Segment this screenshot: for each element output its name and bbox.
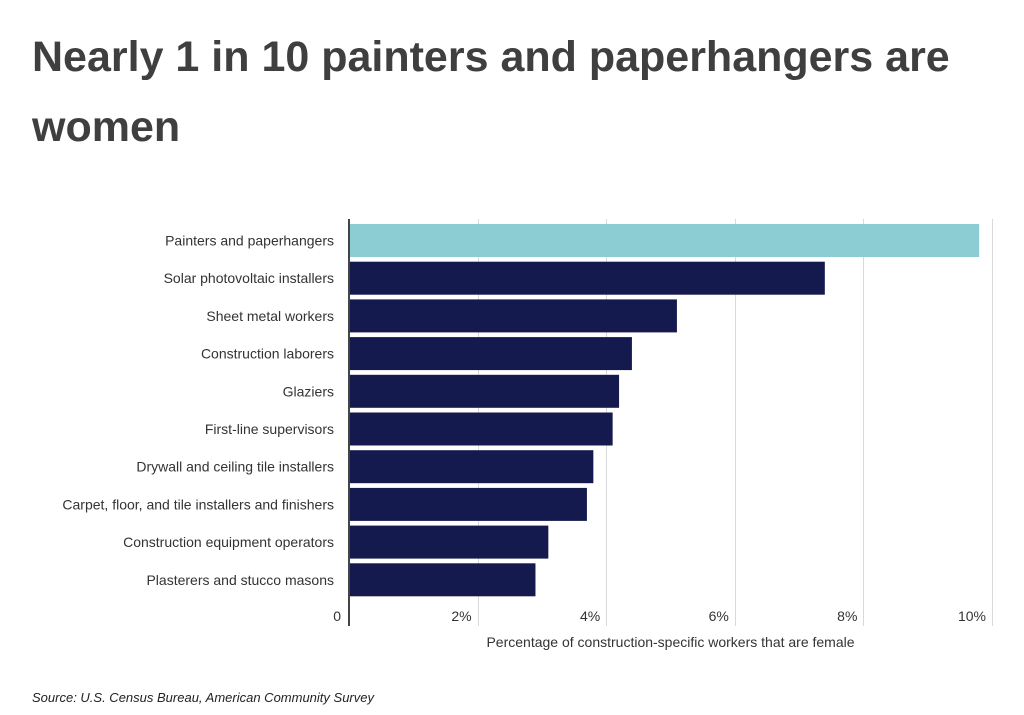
- category-label: Carpet, floor, and tile installers and f…: [62, 496, 334, 512]
- category-label: Construction laborers: [201, 346, 334, 362]
- bar: [350, 412, 613, 446]
- source-note: Source: U.S. Census Bureau, American Com…: [32, 690, 374, 705]
- x-tick-label: 0: [333, 608, 341, 624]
- bar: [350, 563, 536, 597]
- category-label: Solar photovoltaic installers: [164, 270, 334, 286]
- x-tick-label: 2%: [451, 608, 471, 624]
- bar: [350, 525, 549, 559]
- bar: [350, 299, 677, 333]
- category-label: Drywall and ceiling tile installers: [136, 459, 334, 475]
- x-tick-label: 10%: [958, 608, 986, 624]
- bar: [350, 487, 587, 521]
- x-axis-title: Percentage of construction-specific work…: [486, 634, 854, 650]
- category-label: Sheet metal workers: [206, 308, 334, 324]
- bar: [350, 374, 620, 408]
- category-label: First-line supervisors: [205, 421, 334, 437]
- bar: [350, 224, 980, 257]
- bar: [350, 261, 825, 295]
- category-label: Construction equipment operators: [123, 534, 334, 550]
- category-labels: Painters and paperhangers Solar photovolt…: [62, 233, 334, 588]
- category-label: Plasterers and stucco masons: [146, 572, 334, 588]
- bar: [350, 450, 594, 484]
- category-label: Painters and paperhangers: [165, 233, 334, 249]
- x-tick-labels: 0 2% 4% 6% 8% 10%: [333, 608, 986, 624]
- category-label: Glaziers: [283, 383, 334, 399]
- bars: [350, 224, 980, 597]
- chart-title: Nearly 1 in 10 painters and paperhangers…: [32, 33, 950, 151]
- x-tick-label: 6%: [709, 608, 729, 624]
- bar: [350, 337, 632, 371]
- x-tick-label: 4%: [580, 608, 600, 624]
- x-tick-label: 8%: [837, 608, 857, 624]
